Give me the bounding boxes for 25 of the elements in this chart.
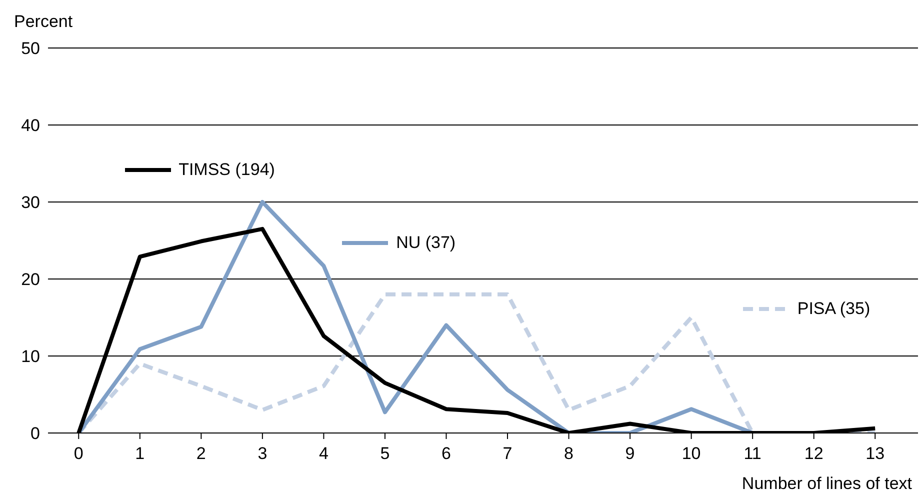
x-tick-label: 0: [74, 444, 84, 464]
x-tick-label: 1: [135, 444, 145, 464]
y-tick-label: 10: [21, 347, 40, 366]
y-tick-label: 50: [21, 39, 40, 58]
y-tick-label: 30: [21, 193, 40, 212]
x-tick-label: 5: [380, 444, 390, 464]
legend-label: NU (37): [396, 233, 456, 254]
x-tick-label: 9: [625, 444, 635, 464]
x-axis-title: Number of lines of text: [742, 474, 912, 494]
x-tick-label: 2: [196, 444, 206, 464]
y-tick-label: 0: [30, 424, 40, 444]
x-tick-label: 13: [866, 444, 885, 464]
y-tick-label: 20: [21, 270, 40, 290]
x-tick-label: 11: [744, 444, 762, 464]
x-tick-label: 7: [502, 444, 512, 464]
y-tick-label: 40: [21, 116, 40, 136]
x-tick-label: 10: [682, 444, 701, 464]
x-tick-label: 6: [442, 444, 451, 464]
legend-label: TIMSS (194): [178, 160, 275, 180]
x-tick-label: 8: [564, 444, 574, 464]
x-tick-label: 3: [258, 444, 268, 464]
x-tick-label: 12: [804, 444, 824, 464]
x-tick-label: 4: [318, 444, 328, 464]
legend-label: PISA (35): [797, 298, 870, 319]
y-axis-title: Percent: [14, 12, 73, 32]
